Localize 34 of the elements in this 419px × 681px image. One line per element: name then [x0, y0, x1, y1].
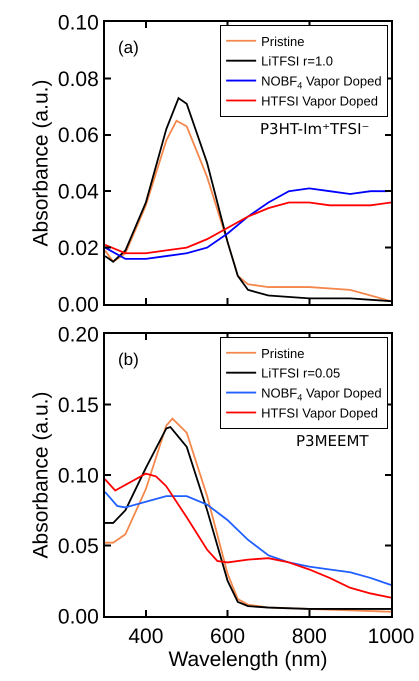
- y-tick-label: 0.02: [58, 236, 99, 260]
- x-tick-label: 1000: [368, 625, 414, 648]
- y-tick-label: 0.20: [58, 323, 99, 346]
- line-series: [105, 472, 391, 599]
- legend-label: Pristine: [261, 34, 304, 49]
- annotation: (b): [118, 350, 139, 369]
- line-series: [105, 491, 391, 586]
- y-tick-label: 0.00: [58, 293, 99, 316]
- legend-label: NOBF$_{4}$ Vapor Doped: [261, 74, 382, 90]
- y-tick-label: 0.06: [58, 124, 99, 148]
- y-tick-label: 0.15: [58, 394, 99, 417]
- legend-label: LiTFSI r=0.05: [261, 366, 340, 381]
- x-axis-title: Wavelength (nm): [168, 648, 328, 672]
- legend-label: HTFSI Vapor Doped: [261, 406, 378, 421]
- y-tick-label: 0.08: [58, 68, 99, 91]
- y-tick-label: 0.04: [58, 180, 100, 204]
- annotation: P3HT-Im⁺TFSI⁻: [260, 120, 370, 138]
- x-tick-label: 400: [128, 625, 164, 648]
- legend-label: HTFSI Vapor Doped: [261, 94, 378, 109]
- legend-label: NOBF$_{4}$ Vapor Doped: [261, 386, 382, 402]
- x-tick-label: 600: [210, 625, 246, 648]
- x-tick-label: 800: [292, 625, 327, 648]
- y-axis-title: Absorbance (a.u.): [30, 392, 53, 558]
- legend-label: LiTFSI r=1.0: [261, 54, 334, 69]
- legend-label: Pristine: [261, 346, 304, 361]
- line-series: [105, 202, 391, 254]
- y-axis-title: Absorbance (a.u.): [30, 80, 53, 246]
- y-tick-label: 0.10: [58, 464, 99, 488]
- annotation: (a): [118, 38, 139, 57]
- y-tick-label: 0.00: [58, 605, 99, 628]
- annotation: P3MEEMT: [296, 432, 370, 450]
- line-series: [105, 187, 388, 260]
- y-tick-label: 0.05: [58, 534, 99, 558]
- y-tick-label: 0.10: [58, 11, 99, 34]
